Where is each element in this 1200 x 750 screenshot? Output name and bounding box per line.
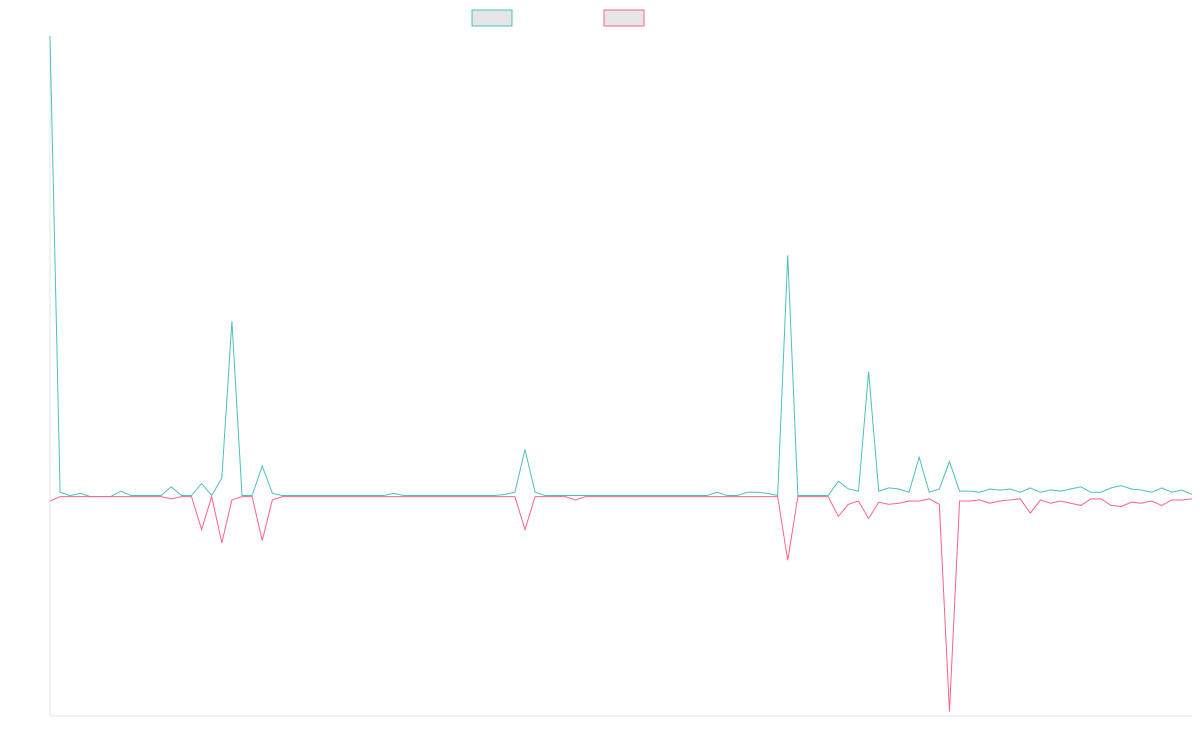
legend-swatch-1[interactable]	[471, 9, 513, 27]
series-line-2	[49, 494, 1193, 712]
series-line-1	[49, 35, 1193, 498]
series-group	[49, 35, 1193, 712]
legend-swatch-2[interactable]	[603, 9, 645, 27]
legend[interactable]	[471, 9, 645, 27]
